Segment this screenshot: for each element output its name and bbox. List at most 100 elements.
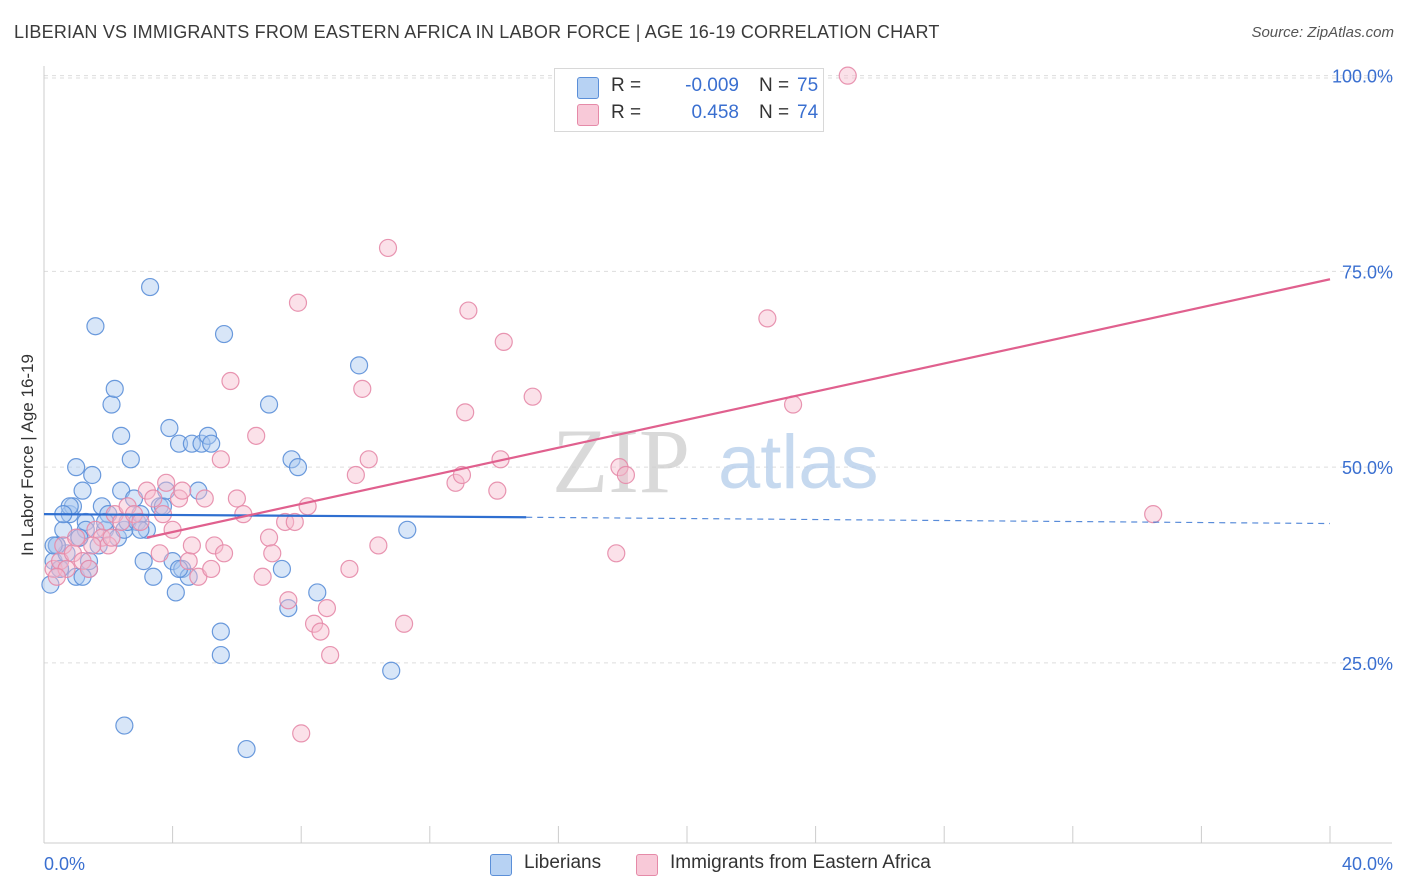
eastern-africa-point <box>182 536 201 555</box>
liberians-point <box>79 552 99 571</box>
eastern-africa-point <box>259 528 279 547</box>
liberians-point <box>211 645 230 665</box>
eastern-africa-point <box>157 473 176 492</box>
liberians-point <box>83 465 102 485</box>
liberians-point <box>211 622 230 641</box>
legend-r-value: -0.009 <box>685 75 739 96</box>
eastern-africa-point <box>144 489 163 508</box>
liberians-point <box>259 395 279 414</box>
eastern-africa-point <box>47 567 66 586</box>
eastern-africa-point <box>607 544 626 563</box>
liberians-point <box>272 559 292 579</box>
tick-labels-layer: 25.0% 50.0% 75.0% 100.0% 0.0% 40.0% <box>44 67 1393 874</box>
y-tick-label: 25.0% <box>1342 654 1393 674</box>
eastern-africa-point <box>292 724 311 743</box>
liberians-point <box>202 434 221 453</box>
liberians-point <box>102 395 121 414</box>
eastern-africa-point <box>202 559 221 579</box>
eastern-africa-point <box>234 505 253 524</box>
eastern-africa-point <box>253 567 272 586</box>
bottom-legend-swatch-blue <box>490 854 512 876</box>
liberians-point <box>160 418 179 438</box>
watermark-zip: ZIP <box>552 410 690 512</box>
eastern-africa-point <box>79 559 99 579</box>
legend-r-label: R = <box>611 75 642 96</box>
liberians-point <box>140 277 160 297</box>
y-tick-label: 50.0% <box>1342 458 1393 478</box>
liberians-point <box>44 536 63 555</box>
eastern-africa-trend-line <box>146 278 1331 539</box>
liberians-point <box>166 583 185 602</box>
legend-r-value: 0.458 <box>691 102 739 123</box>
legend-swatch-pink <box>577 104 599 126</box>
eastern-africa-point <box>67 528 86 547</box>
legend-n-label: N = <box>759 75 790 96</box>
chart-title: LIBERIAN VS IMMIGRANTS FROM EASTERN AFRI… <box>14 22 940 42</box>
legend-n-label: N = <box>759 102 790 123</box>
eastern-africa-point <box>263 544 282 563</box>
x-tick-label: 0.0% <box>44 854 85 874</box>
liberians-point <box>105 379 124 398</box>
eastern-africa-point <box>102 528 121 547</box>
eastern-africa-point <box>150 544 169 563</box>
trend-layer <box>43 278 1331 539</box>
grid-layer <box>44 75 1392 664</box>
eastern-africa-point <box>83 536 102 555</box>
liberians-point <box>182 434 201 453</box>
eastern-africa-point <box>758 309 777 328</box>
eastern-africa-point <box>131 512 150 532</box>
eastern-africa-point <box>221 371 240 391</box>
axis-layer <box>43 66 1392 844</box>
eastern-africa-point <box>378 238 398 258</box>
eastern-africa-point <box>247 426 266 445</box>
liberians-point <box>382 661 401 680</box>
bottom-legend-swatch-pink <box>636 854 658 876</box>
eastern-africa-point <box>353 379 372 398</box>
eastern-africa-point <box>195 489 214 508</box>
liberians-point <box>214 324 234 344</box>
eastern-africa-point <box>311 622 330 641</box>
correlation-legend: R = -0.009 N = 75 R = 0.458 N = 74 <box>554 68 824 132</box>
liberians-point <box>67 458 86 477</box>
liberians-trend-line-extension <box>526 516 1331 525</box>
eastern-africa-point <box>369 536 388 555</box>
liberians-point <box>308 583 327 602</box>
eastern-africa-point <box>488 481 507 500</box>
eastern-africa-point <box>523 387 542 406</box>
liberians-point <box>115 716 134 735</box>
eastern-africa-point <box>616 465 636 485</box>
legend-n-value: 74 <box>797 102 819 123</box>
eastern-africa-point <box>1144 505 1163 524</box>
liberians-trend-line <box>43 513 527 519</box>
liberians-point <box>169 434 189 453</box>
eastern-africa-point <box>340 559 359 579</box>
liberians-point <box>237 739 256 759</box>
legend-swatch-blue <box>577 77 599 99</box>
liberians-point <box>121 450 140 469</box>
eastern-africa-point <box>173 481 192 500</box>
y-tick-label: 100.0% <box>1332 67 1393 87</box>
eastern-africa-point <box>227 489 246 508</box>
eastern-africa-point <box>321 645 340 665</box>
liberians-point <box>134 552 153 571</box>
eastern-africa-point <box>179 552 198 571</box>
eastern-africa-point <box>288 293 308 312</box>
y-tick-label: 75.0% <box>1342 262 1393 282</box>
liberians-point <box>144 567 163 586</box>
legend-r-label: R = <box>611 102 642 123</box>
eastern-africa-point <box>359 450 378 469</box>
liberians-point <box>349 356 369 375</box>
liberians-point <box>112 426 131 445</box>
liberians-point <box>131 520 150 539</box>
watermark-atlas: atlas <box>718 420 879 505</box>
liberians-point <box>73 481 92 500</box>
points-layer <box>41 66 1163 759</box>
eastern-africa-point <box>276 512 295 532</box>
liberians-point <box>86 317 105 336</box>
chart-source: Source: ZipAtlas.com <box>1251 24 1394 41</box>
eastern-africa-point <box>214 544 234 563</box>
x-tick-label: 40.0% <box>1342 854 1393 874</box>
eastern-africa-point <box>211 450 230 469</box>
eastern-africa-point <box>285 512 304 532</box>
